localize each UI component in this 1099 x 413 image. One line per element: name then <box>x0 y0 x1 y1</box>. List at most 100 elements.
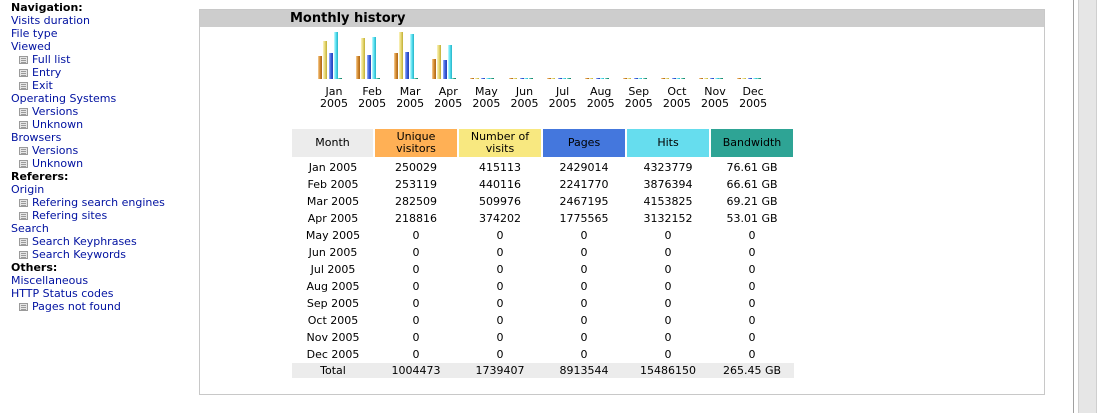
table-cell: 0 <box>664 314 672 327</box>
vertical-scrollbar[interactable] <box>1073 0 1099 413</box>
table-cell: 0 <box>748 314 756 327</box>
nav-sublink-label: Full list <box>32 53 71 66</box>
nav-sublink[interactable]: Pages not found <box>11 300 196 313</box>
page-icon <box>19 159 28 168</box>
total-cell: 1739407 <box>458 363 542 378</box>
chart-bar-hits-jun <box>524 78 528 79</box>
chart-bar-hits-jul <box>562 78 567 79</box>
table-cell: 1775565 <box>559 212 609 225</box>
table-cell: 0 <box>748 246 756 259</box>
nav-sublink[interactable]: Refering search engines <box>11 196 196 209</box>
nav-section-heading: Referers: <box>11 170 69 183</box>
scrollbar-track[interactable] <box>1078 0 1097 413</box>
monthly-bar-chart: Jan 2005 Feb 2005 Mar 2005 Apr 2005 May 2005 Jun 20… <box>200 10 1046 130</box>
chart-bar-visits-jan <box>322 41 327 79</box>
chart-bar-hits-sep <box>638 78 643 79</box>
chart-bar-vis-oct <box>660 78 665 79</box>
chart-bar-bw-aug <box>604 78 609 79</box>
table-cell: 4153825 <box>643 195 693 208</box>
chart-month-label: Oct 2005 <box>658 86 696 110</box>
table-cell: 0 <box>412 331 420 344</box>
chart-bar-bw-dec <box>757 78 762 79</box>
nav-link[interactable]: HTTP Status codes <box>11 287 114 300</box>
chart-month: Jun <box>515 85 534 98</box>
table-cell: 0 <box>580 280 588 293</box>
nav-sublink[interactable]: Versions <box>11 144 196 157</box>
chart-bar-bw-feb <box>376 78 381 79</box>
chart-bar-visits-jun <box>513 78 517 79</box>
chart-bar-vis-dec <box>737 78 742 79</box>
column-header: Month <box>292 129 375 159</box>
chart-month-label: Apr 2005 <box>429 86 467 110</box>
table-cell: 0 <box>496 280 504 293</box>
chart-bar-pages-jun <box>519 78 524 79</box>
table-cell: 3876394 <box>643 178 693 191</box>
nav-link[interactable]: Visits duration <box>11 14 90 27</box>
chart-bar-bw-sep <box>642 78 647 79</box>
nav-link[interactable]: File type <box>11 27 58 40</box>
chart-bar-hits-jan <box>333 32 338 79</box>
navigation-menu: Navigation: Visits duration File type Viewe… <box>11 1 196 313</box>
table-cell: 0 <box>412 263 420 276</box>
nav-sublink[interactable]: Exit <box>11 79 196 92</box>
chart-bar-vis-aug <box>584 78 589 79</box>
nav-sublink-label: Refering sites <box>32 209 108 222</box>
nav-sublink[interactable]: Unknown <box>11 118 196 131</box>
panel-title: Monthly history <box>200 10 1044 27</box>
table-cell: Jun 2005 <box>308 246 358 259</box>
chart-month-label: Jan 2005 <box>315 86 353 110</box>
nav-link[interactable]: Miscellaneous <box>11 274 89 287</box>
table-cell: 4323779 <box>643 161 693 174</box>
nav-sublink[interactable]: Versions <box>11 105 196 118</box>
page-icon <box>19 146 28 155</box>
page-icon <box>19 211 28 220</box>
column-header: Number of visits <box>458 129 543 159</box>
table-cell: 282509 <box>395 195 437 208</box>
table-cell: 0 <box>496 229 504 242</box>
page-icon <box>19 302 28 311</box>
chart-month: Jul <box>555 85 570 98</box>
total-cell: 265.45 GB <box>710 363 794 378</box>
chart-month: Jan <box>325 85 343 98</box>
page-icon <box>19 81 28 90</box>
table-cell: 0 <box>748 331 756 344</box>
nav-sublink[interactable]: Unknown <box>11 157 196 170</box>
table-row: Feb 2005 253119 440116 2241770 3876394 66.61 … <box>292 176 794 193</box>
table-cell: 0 <box>580 229 588 242</box>
nav-sublink[interactable]: Full list <box>11 53 196 66</box>
nav-link[interactable]: Viewed <box>11 40 51 53</box>
table-row: Apr 2005 218816 374202 1775565 3132152 53.01 … <box>292 210 794 227</box>
table-cell: 3132152 <box>643 212 693 225</box>
page-icon <box>19 198 28 207</box>
chart-bar-bw-jun <box>528 78 533 79</box>
nav-sublink[interactable]: Search Keywords <box>11 248 196 261</box>
nav-link[interactable]: Operating Systems <box>11 92 117 105</box>
chart-bar-visits-oct <box>665 78 670 79</box>
total-cell: 8913544 <box>542 363 626 378</box>
table-cell: 250029 <box>395 161 437 174</box>
nav-link[interactable]: Search <box>11 222 49 235</box>
nav-sublink[interactable]: Entry <box>11 66 196 79</box>
chart-bar-visits-sep <box>627 78 632 79</box>
table-cell: Sep 2005 <box>306 297 360 310</box>
table-cell: 2467195 <box>559 195 609 208</box>
table-cell: 0 <box>664 331 672 344</box>
table-cell: 0 <box>580 263 588 276</box>
chart-year: 2005 <box>739 97 768 110</box>
table-total-row: Total 1004473 1739407 8913544 15486150 265.45… <box>292 363 794 378</box>
chart-bar-pages-nov <box>710 78 714 79</box>
table-row: Nov 2005 0 0 0 0 0 <box>292 329 794 346</box>
nav-sublink[interactable]: Search Keyphrases <box>11 235 196 248</box>
table-cell: 0 <box>496 331 504 344</box>
chart-bar-bw-jul <box>566 78 571 79</box>
chart-month-label: Dec 2005 <box>734 86 772 110</box>
nav-link[interactable]: Origin <box>11 183 45 196</box>
nav-sublink[interactable]: Refering sites <box>11 209 196 222</box>
nav-link[interactable]: Browsers <box>11 131 62 144</box>
nav-sublink-label: Refering search engines <box>32 196 165 209</box>
table-row: Sep 2005 0 0 0 0 0 <box>292 295 794 312</box>
chart-bar-vis-feb <box>356 56 361 79</box>
table-cell: 0 <box>412 246 420 259</box>
page-icon <box>19 237 28 246</box>
table-cell: 218816 <box>395 212 437 225</box>
